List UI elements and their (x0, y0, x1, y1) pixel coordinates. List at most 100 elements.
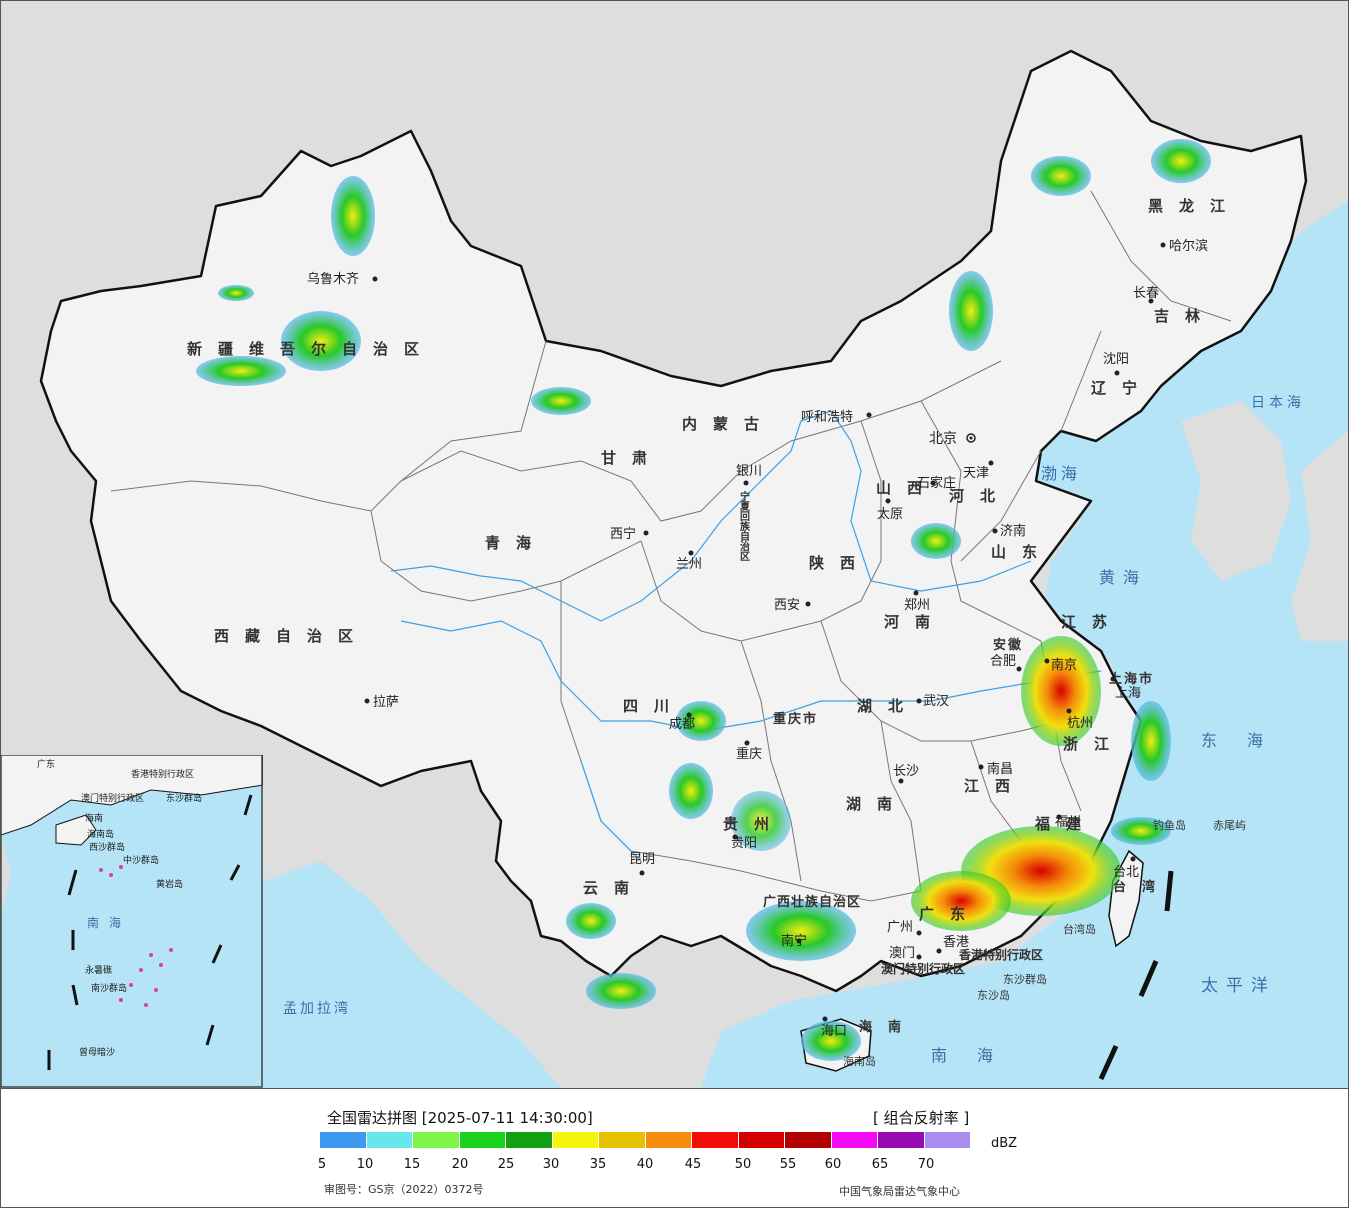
scale-swatch (785, 1132, 832, 1148)
prov-chongqing: 重庆市 (773, 711, 818, 727)
scale-tick-label: 65 (871, 1157, 889, 1172)
city-labels: 乌鲁木齐 拉萨 西宁 兰州 银川 呼和浩特 北京 天津 石家庄 太原 济南 郑州… (307, 238, 1208, 1039)
prov-liaoning: 辽宁 (1091, 379, 1153, 397)
prov-henan: 河南 (884, 613, 946, 631)
city-hohhot: 呼和浩特 (801, 410, 853, 425)
prov-fujian: 福建 (1034, 815, 1097, 833)
city-wuhan: 武汉 (923, 694, 949, 709)
sea-pacific: 太平洋 (1201, 976, 1276, 996)
prov-taiwan: 台湾 (1113, 879, 1171, 895)
inset-hainan: 海南 (85, 812, 103, 824)
city-harbin: 哈尔滨 (1169, 238, 1208, 254)
city-guangzhou: 广州 (887, 920, 913, 935)
city-lanzhou: 兰州 (676, 557, 702, 572)
isl-dongsha-group: 东沙群岛 (1003, 972, 1047, 986)
prov-yunnan: 云南 (583, 879, 645, 897)
city-nanning: 南宁 (781, 933, 807, 949)
city-nanjing: 南京 (1051, 657, 1077, 673)
scale-tick-label: 55 (779, 1157, 797, 1172)
city-zhengzhou: 郑州 (904, 598, 930, 613)
scale-tick-label: 50 (734, 1157, 752, 1172)
city-haikou: 海口 (821, 1024, 847, 1039)
city-hefei: 合肥 (990, 654, 1016, 669)
scale-swatch (320, 1132, 367, 1148)
scale-swatch (645, 1132, 692, 1148)
city-lhasa: 拉萨 (373, 695, 399, 710)
japan (1291, 431, 1348, 641)
prov-xizang: 西藏自治区 (214, 627, 369, 645)
scale-tick-label: 25 (497, 1157, 515, 1172)
scale-ticks: 5 10 15 20 25 30 35 40 45 50 55 60 65 70 (1, 1157, 1348, 1175)
credit: 中国气象局雷达气象中心 (839, 1185, 960, 1198)
scale-swatch (366, 1132, 413, 1148)
prov-jilin: 吉林 (1154, 307, 1216, 325)
sea-south-china: 南海 (931, 1046, 1023, 1065)
city-guiyang: 贵阳 (731, 836, 757, 851)
city-urumqi: 乌鲁木齐 (307, 271, 359, 287)
prov-jiangxi: 江西 (964, 777, 1026, 795)
isl-chiwei: 赤尾屿 (1213, 819, 1246, 832)
sea-labels: 日本海 渤海 黄海 东海 太平洋 南海 孟加拉湾 (283, 395, 1305, 1065)
city-nanchang: 南昌 (987, 761, 1013, 777)
prov-shanghai: 上海市 (1109, 671, 1154, 687)
south-china-sea-inset: 广东 香港特别行政区 澳门特别行政区 东沙群岛 海南 海南岛 西沙群岛 中沙群岛… (1, 755, 263, 1088)
prov-neimenggu: 内蒙古 (682, 415, 775, 433)
sea-bay-of-bengal (263, 861, 561, 1088)
isl-dongsha: 东沙岛 (977, 988, 1010, 1002)
city-hongkong: 香港 (943, 935, 969, 950)
city-changchun: 长春 (1133, 286, 1159, 301)
prov-hubei: 湖北 (857, 697, 919, 715)
prov-shaanxi: 陕西 (809, 554, 871, 572)
prov-ningxia: 宁夏回族自治区 (738, 490, 751, 561)
city-shenyang: 沈阳 (1103, 352, 1129, 367)
city-beijing: 北京 (929, 431, 957, 447)
prov-zhejiang: 浙江 (1063, 735, 1125, 753)
legend-product: [ 组合反射率 ] (873, 1109, 970, 1127)
scale-swatch (413, 1132, 460, 1148)
scale-tick-label: 70 (917, 1157, 935, 1172)
prov-sichuan: 四川 (623, 697, 685, 715)
boundary-dashes (1098, 870, 1174, 1081)
scale-tick-label: 20 (451, 1157, 469, 1172)
inset-hainan-island: 海南岛 (87, 828, 114, 840)
isl-diaoyu: 钓鱼岛 (1153, 818, 1186, 832)
sea-bohai: 渤海 (1041, 464, 1081, 483)
inset-yongshu: 永暑礁 (85, 964, 112, 976)
prov-shanxi: 山西 (876, 479, 938, 497)
isl-hainan: 海南岛 (843, 1054, 876, 1068)
legend-unit: dBZ (991, 1136, 1018, 1151)
color-scale (320, 1132, 971, 1148)
review-number: 审图号：GS京（2022）0372号 (324, 1183, 484, 1196)
city-chongqing: 重庆 (736, 746, 762, 762)
city-yinchuan: 银川 (736, 464, 762, 479)
prov-hebei: 河北 (949, 487, 1011, 505)
city-fuzhou: 福州 (1055, 815, 1081, 830)
inset-hk: 香港特别行政区 (131, 768, 194, 780)
city-chengdu: 成都 (669, 717, 695, 732)
scale-swatch (924, 1132, 971, 1148)
prov-xinjiang: 新疆维吾尔自治区 (187, 340, 435, 358)
scale-tick-label: 5 (317, 1157, 327, 1172)
sea-bengal: 孟加拉湾 (283, 1000, 351, 1017)
island-labels: 钓鱼岛 赤尾屿 台湾岛 海南岛 东沙群岛 东沙岛 香港特别行政区 澳门特别行政区 (843, 818, 1246, 1068)
scale-tick-label: 35 (589, 1157, 607, 1172)
sea-japan: 日本海 (1251, 395, 1305, 411)
prov-anhui: 安徽 (993, 637, 1023, 653)
scale-tick-label: 60 (824, 1157, 842, 1172)
radar-echoes (196, 139, 1211, 1061)
korea-peninsula (1181, 401, 1291, 581)
inset-south-sea: 南海 (87, 915, 131, 930)
scale-tick-label: 30 (542, 1157, 560, 1172)
inset-dongsha: 东沙群岛 (166, 792, 202, 804)
inset-nansha: 南沙群岛 (91, 982, 127, 994)
city-hangzhou: 杭州 (1067, 716, 1093, 731)
sea-east: 东海 (1201, 731, 1293, 750)
city-kunming: 昆明 (629, 852, 655, 867)
city-shanghai: 上海 (1115, 686, 1141, 701)
scale-tick-label: 10 (356, 1157, 374, 1172)
city-tianjin: 天津 (963, 466, 989, 481)
scale-swatch (459, 1132, 506, 1148)
scale-swatch (831, 1132, 878, 1148)
scale-swatch (552, 1132, 599, 1148)
